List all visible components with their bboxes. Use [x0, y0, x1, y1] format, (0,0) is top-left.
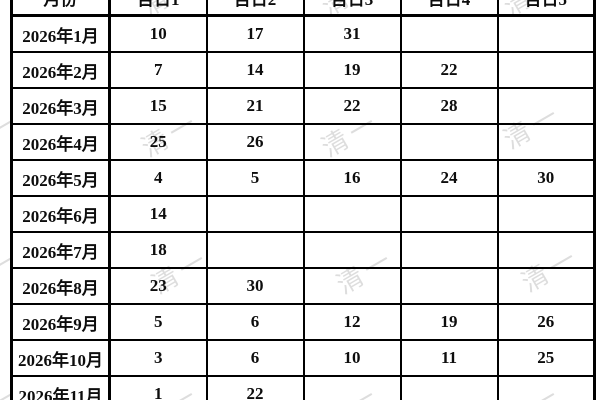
- day-cell: [302, 231, 402, 269]
- column-header-day4: 吉日4: [399, 0, 499, 17]
- day-cell: [302, 375, 402, 400]
- table-row: 2026年4月 25 26: [10, 123, 596, 161]
- day-cell: 6: [205, 303, 305, 341]
- day-cell: 7: [108, 51, 208, 89]
- column-header-day1: 吉日1: [108, 0, 208, 17]
- day-cell: 4: [108, 159, 208, 197]
- table-row: 2026年10月 3 6 10 11 25: [10, 339, 596, 377]
- table-row: 2026年1月 10 17 31: [10, 14, 596, 53]
- day-cell: 23: [108, 267, 208, 305]
- day-cell: [205, 195, 305, 233]
- month-cell: 2026年1月: [10, 14, 111, 53]
- day-cell: 18: [108, 231, 208, 269]
- day-cell: 6: [205, 339, 305, 377]
- day-cell: 5: [205, 159, 305, 197]
- month-cell: 2026年8月: [10, 267, 111, 305]
- table-row: 2026年5月 4 5 16 24 30: [10, 159, 596, 197]
- day-cell: 26: [205, 123, 305, 161]
- lucky-days-table: 月份 吉日1 吉日2 吉日3 吉日4 吉日5 2026年1月1017312026…: [10, 0, 596, 400]
- day-cell: 25: [496, 339, 596, 377]
- day-cell: 21: [205, 87, 305, 125]
- table-row: 2026年9月 5 6 12 19 26: [10, 303, 596, 341]
- table-row: 2026年11月 1 22: [10, 375, 596, 400]
- day-cell: [496, 51, 596, 89]
- day-cell: 3: [108, 339, 208, 377]
- month-cell: 2026年2月: [10, 51, 111, 89]
- day-cell: 22: [302, 87, 402, 125]
- table-row: 2026年3月 15 21 22 28: [10, 87, 596, 125]
- table-row: 2026年8月 23 30: [10, 267, 596, 305]
- day-cell: 30: [496, 159, 596, 197]
- day-cell: [399, 14, 499, 53]
- day-cell: [399, 267, 499, 305]
- day-cell: 11: [399, 339, 499, 377]
- column-header-day5: 吉日5: [496, 0, 596, 17]
- month-cell: 2026年9月: [10, 303, 111, 341]
- table-body: 2026年1月 10 17 31 2026年2月 7 14 19 22 2026年3月 15 21 22…: [10, 14, 596, 400]
- day-cell: 22: [205, 375, 305, 400]
- day-cell: 5: [108, 303, 208, 341]
- day-cell: 25: [108, 123, 208, 161]
- month-cell: 2026年6月: [10, 195, 111, 233]
- day-cell: [496, 195, 596, 233]
- day-cell: [399, 123, 499, 161]
- table-header: 月份 吉日1 吉日2 吉日3 吉日4 吉日5: [10, 0, 596, 17]
- column-header-day2: 吉日2: [205, 0, 305, 17]
- month-cell: 2026年7月: [10, 231, 111, 269]
- column-header-month: 月份: [10, 0, 111, 17]
- day-cell: 28: [399, 87, 499, 125]
- day-cell: 30: [205, 267, 305, 305]
- table-row: 2026年7月 18: [10, 231, 596, 269]
- day-cell: [496, 267, 596, 305]
- month-cell: 2026年3月: [10, 87, 111, 125]
- day-cell: 17: [205, 14, 305, 53]
- day-cell: 1: [108, 375, 208, 400]
- day-cell: [496, 123, 596, 161]
- day-cell: 12: [302, 303, 402, 341]
- month-cell: 2026年11月: [10, 375, 111, 400]
- day-cell: 19: [399, 303, 499, 341]
- day-cell: 26: [496, 303, 596, 341]
- day-cell: 14: [205, 51, 305, 89]
- day-cell: 22: [399, 51, 499, 89]
- table-row: 2026年2月 7 14 19 22: [10, 51, 596, 89]
- day-cell: [496, 87, 596, 125]
- day-cell: [302, 267, 402, 305]
- month-cell: 2026年5月: [10, 159, 111, 197]
- day-cell: [399, 375, 499, 400]
- day-cell: 10: [302, 339, 402, 377]
- day-cell: [496, 231, 596, 269]
- day-cell: 16: [302, 159, 402, 197]
- day-cell: [205, 231, 305, 269]
- table-row: 2026年6月 14: [10, 195, 596, 233]
- day-cell: [496, 375, 596, 400]
- column-header-day3: 吉日3: [302, 0, 402, 17]
- day-cell: [399, 231, 499, 269]
- month-cell: 2026年4月: [10, 123, 111, 161]
- day-cell: [302, 123, 402, 161]
- month-cell: 2026年10月: [10, 339, 111, 377]
- header-row: 月份 吉日1 吉日2 吉日3 吉日4 吉日5: [10, 0, 596, 17]
- day-cell: [496, 14, 596, 53]
- day-cell: 14: [108, 195, 208, 233]
- day-cell: [302, 195, 402, 233]
- day-cell: [399, 195, 499, 233]
- day-cell: 19: [302, 51, 402, 89]
- day-cell: 24: [399, 159, 499, 197]
- day-cell: 31: [302, 14, 402, 53]
- day-cell: 10: [108, 14, 208, 53]
- day-cell: 15: [108, 87, 208, 125]
